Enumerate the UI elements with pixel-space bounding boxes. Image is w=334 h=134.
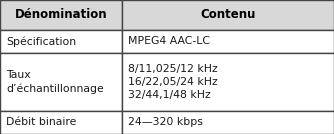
Bar: [0, 0, 122, 29]
Bar: [122, 0, 334, 29]
Bar: [122, 0, 334, 29]
Bar: [0, 29, 122, 53]
Bar: [122, 53, 334, 111]
Bar: [0, 53, 122, 111]
Bar: [0, 53, 122, 111]
Bar: [0, 111, 122, 134]
Bar: [0, 0, 122, 29]
Bar: [122, 53, 334, 111]
Text: Dénomination: Dénomination: [15, 8, 107, 21]
Text: 24—320 kbps: 24—320 kbps: [128, 117, 203, 127]
Bar: [0, 111, 122, 134]
Text: Spécification: Spécification: [6, 36, 76, 46]
Bar: [122, 29, 334, 53]
Bar: [122, 29, 334, 53]
Text: MPEG4 AAC-LC: MPEG4 AAC-LC: [128, 36, 210, 46]
Bar: [122, 111, 334, 134]
Text: 8/11,025/12 kHz
16/22,05/24 kHz
32/44,1/48 kHz: 8/11,025/12 kHz 16/22,05/24 kHz 32/44,1/…: [128, 64, 218, 100]
Bar: [122, 111, 334, 134]
Text: Débit binaire: Débit binaire: [6, 117, 76, 127]
Bar: [0, 29, 122, 53]
Text: Contenu: Contenu: [200, 8, 256, 21]
Text: Taux
d’échantillonnage: Taux d’échantillonnage: [6, 70, 104, 94]
